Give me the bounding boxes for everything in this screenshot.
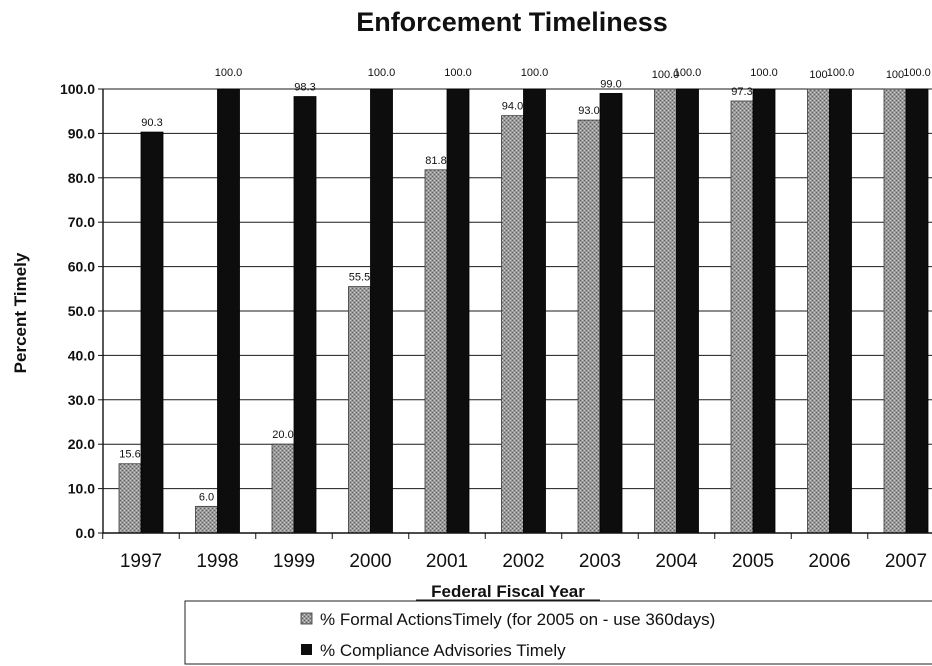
bar-formal-actions-1998 [195,505,218,534]
x-tick-label-2006: 2006 [808,551,850,572]
bar-formal-actions-2000 [348,286,371,534]
y-tick-label: 50.0 [68,303,95,319]
data-label-compliance-advisories-1998: 100.0 [215,67,243,79]
data-label-compliance-advisories-1997: 90.3 [141,117,162,129]
data-label-compliance-advisories-2003: 99.0 [600,78,621,90]
y-tick-label: 60.0 [68,259,95,275]
data-label-compliance-advisories-2001: 100.0 [444,67,472,79]
data-label-compliance-advisories-2000: 100.0 [368,67,396,79]
bar-compliance-advisories-2004 [676,88,699,534]
bar-formal-actions-2005 [730,100,754,534]
x-tick-label-2005: 2005 [732,551,774,572]
bar-formal-actions-2002 [501,115,524,534]
bar-compliance-advisories-1997 [140,131,164,534]
legend-swatch-compliance-advisories [301,644,312,655]
bar-compliance-advisories-1998 [217,88,240,534]
data-label-formal-actions-2004: 100.0 [652,69,680,81]
y-tick-label: 30.0 [68,392,95,408]
data-label-formal-actions-1999: 20.0 [272,429,293,441]
legend-label-compliance-advisories: % Compliance Advisories Timely [320,641,566,660]
data-label-compliance-advisories-2006: 100.0 [827,67,855,79]
bar-formal-actions-2004 [654,88,677,534]
bar-compliance-advisories-2005 [752,88,776,534]
y-tick-label: 20.0 [68,436,95,452]
x-tick-label-2004: 2004 [655,551,698,572]
data-label-formal-actions-1998: 6.0 [199,491,214,503]
data-label-compliance-advisories-2005: 100.0 [750,67,778,79]
bar-formal-actions-2007 [883,88,907,534]
x-axis-ticks: 1997 1998 1999 2000 2001 2002 2003 2004 2005 2006… [120,551,927,572]
data-label-formal-actions-2005: 97.3 [731,86,752,98]
bar-compliance-advisories-2007 [905,88,929,534]
bar-formal-actions-1997 [118,463,142,534]
x-tick-label-2003: 2003 [579,551,621,572]
data-labels: 15.6 90.3 6.0 100.0 20.0 98.3 55.5 100.0 81.8 100… [119,67,930,503]
y-tick-label: 100.0 [60,81,95,97]
bar-compliance-advisories-2006 [829,88,852,534]
x-tick-label-1997: 1997 [120,551,162,572]
data-label-formal-actions-2001: 81.8 [425,155,446,167]
x-tick-label-1998: 1998 [196,551,238,572]
bar-formal-actions-2001 [424,169,448,534]
y-axis-title: Percent Timely [11,252,30,373]
bar-compliance-advisories-2001 [446,88,470,534]
data-label-compliance-advisories-2004: 100.0 [674,67,702,79]
bar-formal-actions-2006 [807,88,830,534]
data-label-formal-actions-1997: 15.6 [119,449,140,461]
y-tick-label: 40.0 [68,347,95,363]
data-label-formal-actions-2002: 94.0 [502,101,523,113]
data-label-formal-actions-2003: 93.0 [578,105,599,117]
bar-compliance-advisories-2002 [523,88,546,534]
legend: % Formal ActionsTimely (for 2005 on - us… [184,600,932,665]
x-tick-label-2000: 2000 [349,551,391,572]
y-tick-label: 10.0 [68,481,95,497]
data-label-formal-actions-2006: 100 [809,69,827,81]
bar-compliance-advisories-2000 [370,88,393,534]
data-label-compliance-advisories-2007: 100.0 [903,67,931,79]
data-label-formal-actions-2007: 100 [886,69,904,81]
legend-box [184,600,932,665]
x-tick-label-2007: 2007 [885,551,927,572]
bar-formal-actions-1999 [271,443,295,534]
x-tick-label-2002: 2002 [502,551,544,572]
x-tick-label-2001: 2001 [426,551,468,572]
legend-swatch-formal-actions [300,612,313,625]
bar-compliance-advisories-1999 [293,96,317,534]
data-label-formal-actions-2000: 55.5 [349,272,370,284]
y-tick-label: 80.0 [68,170,95,186]
data-label-compliance-advisories-1999: 98.3 [294,82,315,94]
data-label-compliance-advisories-2002: 100.0 [521,67,549,79]
y-tick-label: 0.0 [76,525,96,541]
x-tick-label-1999: 1999 [273,551,315,572]
chart-title: Enforcement Timeliness [356,7,668,37]
axes [98,88,932,539]
bar-formal-actions-2003 [577,119,601,534]
y-tick-label: 90.0 [68,125,95,141]
bar-compliance-advisories-2003 [599,93,623,534]
x-axis-title: Federal Fiscal Year [431,582,585,601]
y-tick-label: 70.0 [68,214,95,230]
y-axis-ticks: 0.0 10.0 20.0 30.0 40.0 50.0 60.0 70.0 80.0 90.0 1… [60,81,95,541]
legend-label-formal-actions: % Formal ActionsTimely (for 2005 on - us… [320,610,715,629]
